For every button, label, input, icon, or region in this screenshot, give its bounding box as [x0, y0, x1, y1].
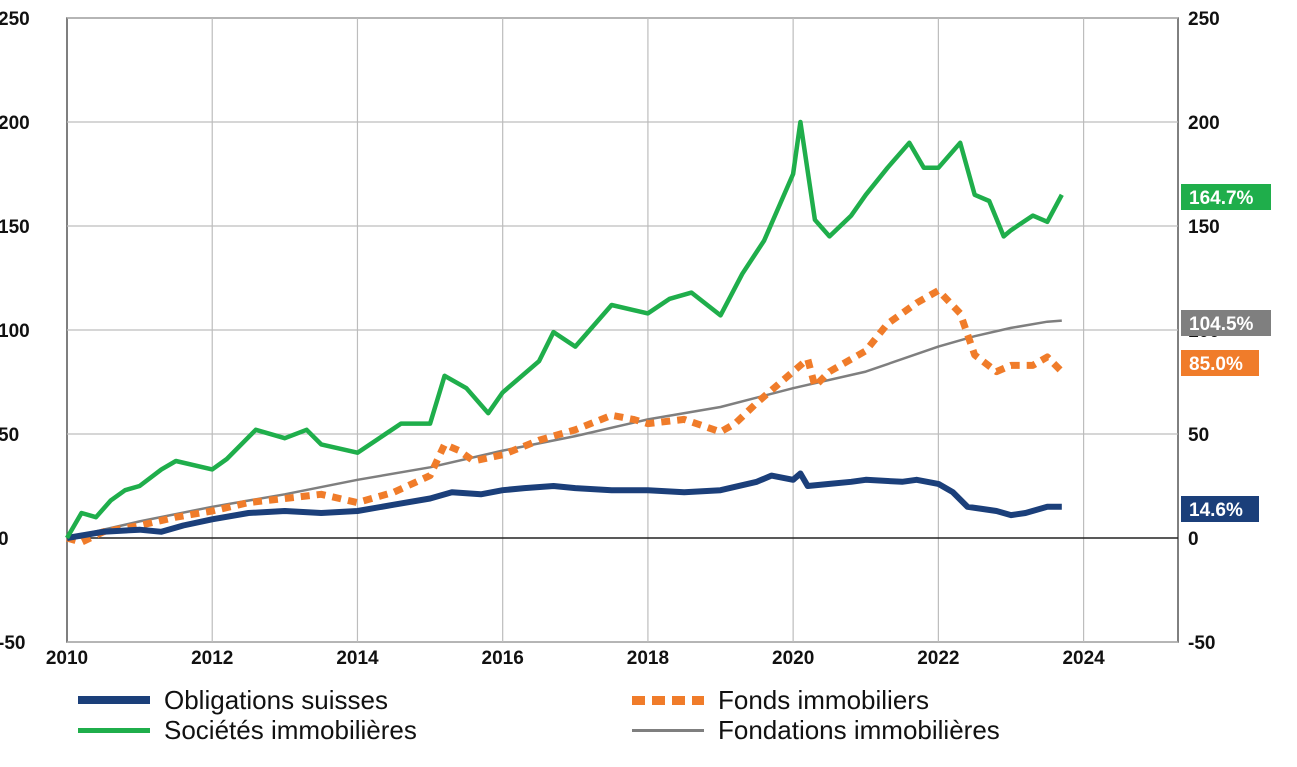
- y-tick-label-right: 0: [1188, 529, 1199, 550]
- legend-item-fonds: Fonds immobiliers: [632, 683, 929, 717]
- x-tick-label: 2022: [917, 648, 959, 669]
- end-label-text: 164.7%: [1189, 188, 1254, 209]
- legend-item-societes: Sociétés immobilières: [78, 713, 417, 747]
- series-lines: [65, 119, 1065, 546]
- y-tick-label-right: 250: [1188, 9, 1220, 30]
- legend: Obligations suisses Fonds immobiliers So…: [0, 676, 1297, 756]
- y-tick-label-right: 200: [1188, 113, 1220, 134]
- tick-labels: 250200150100500-50250200150100500-502010…: [0, 9, 1220, 669]
- end-label-box: [1181, 496, 1259, 522]
- end-label-text: 85.0%: [1189, 354, 1243, 375]
- legend-item-fondations: Fondations immobilières: [632, 713, 1000, 747]
- x-tick-label: 2024: [1062, 648, 1105, 669]
- x-tick-label: 2016: [482, 648, 524, 669]
- x-tick-label: 2018: [627, 648, 669, 669]
- y-tick-label-right: 150: [1188, 217, 1220, 238]
- line-chart: 250200150100500-50250200150100500-502010…: [0, 9, 1271, 669]
- legend-swatch-societes: [78, 727, 150, 733]
- y-tick-label-right: 50: [1188, 425, 1209, 446]
- end-labels: 164.7% 104.5% 85.0% 14.6%: [1181, 184, 1271, 522]
- legend-swatch-obligations: [78, 696, 150, 704]
- y-tick-label-left: 0: [0, 529, 9, 550]
- end-label-text: 104.5%: [1189, 314, 1254, 335]
- legend-label-fondations: Fondations immobilières: [718, 714, 1000, 745]
- x-tick-label: 2020: [772, 648, 814, 669]
- end-label-box: [1181, 310, 1271, 336]
- legend-swatch-fondations: [632, 728, 704, 732]
- legend-item-obligations: Obligations suisses: [78, 683, 388, 717]
- y-tick-label-left: -50: [0, 633, 25, 654]
- x-tick-label: 2010: [46, 648, 88, 669]
- y-tick-label-right: -50: [1188, 633, 1215, 654]
- y-tick-label-left: 100: [0, 321, 30, 342]
- series-line-soci-t-s-immobili-res: [65, 119, 1064, 540]
- legend-label-fonds: Fonds immobiliers: [718, 684, 929, 715]
- series-line-fondations-immobili-res: [66, 319, 1062, 540]
- x-tick-label: 2014: [336, 648, 379, 669]
- legend-swatch-fonds: [632, 695, 704, 705]
- x-tick-label: 2012: [191, 648, 233, 669]
- series-line-fonds-immobiliers: [66, 287, 1065, 546]
- y-tick-label-left: 250: [0, 9, 30, 30]
- end-label-text: 14.6%: [1189, 500, 1243, 521]
- y-tick-label-left: 150: [0, 217, 30, 238]
- end-label-box: [1181, 184, 1271, 210]
- grid: [66, 17, 1179, 643]
- legend-label-societes: Sociétés immobilières: [164, 714, 417, 745]
- series-line-obligations-suisses: [66, 470, 1062, 541]
- y-tick-label-left: 200: [0, 113, 30, 134]
- y-tick-label-left: 50: [0, 425, 19, 446]
- legend-label-obligations: Obligations suisses: [164, 684, 388, 715]
- end-label-box: [1181, 350, 1259, 376]
